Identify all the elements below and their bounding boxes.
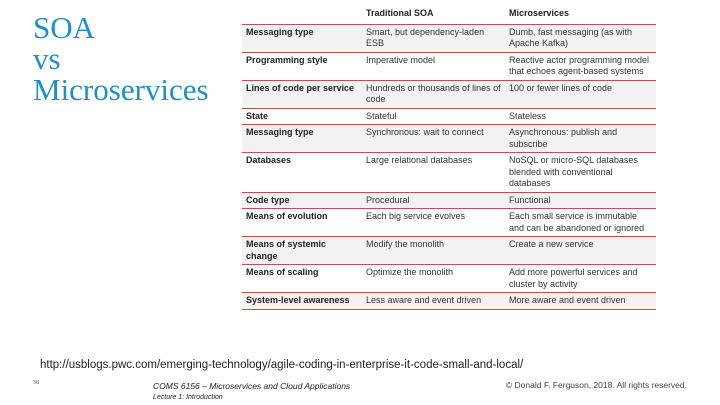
table-row: System-level awareness Less aware and eve…: [242, 292, 656, 310]
table-row: Databases Large relational databases NoSQL…: [242, 152, 656, 193]
table-row: Means of scaling Optimize the monolith Add…: [242, 264, 656, 293]
soa-cell: Optimize the monolith: [362, 264, 505, 293]
title-line-1: SOA: [33, 10, 96, 45]
soa-cell: Each big service evolves: [362, 208, 505, 237]
row-label: Means of scaling: [242, 264, 362, 293]
table-row: Code type Procedural Functional: [242, 192, 656, 209]
microservices-cell: NoSQL or micro-SQL databases blended wit…: [505, 152, 656, 193]
table-row: Programming style Imperative model Reactiv…: [242, 52, 656, 81]
microservices-cell: Functional: [505, 192, 656, 209]
header-traditional-soa: Traditional SOA: [362, 6, 505, 25]
table-row: Means of evolution Each big service evolv…: [242, 208, 656, 237]
row-label: Databases: [242, 152, 362, 193]
soa-cell: Imperative model: [362, 52, 505, 81]
soa-cell: Modify the monolith: [362, 236, 505, 265]
microservices-cell: Reactive actor programming model that ec…: [505, 52, 656, 81]
row-label: Means of systemic change: [242, 236, 362, 265]
soa-cell: Synchronous: wait to connect: [362, 124, 505, 153]
title-line-3: Microservices: [33, 72, 209, 107]
comparison-table: Traditional SOA Microservices Messaging …: [242, 6, 656, 310]
soa-cell: Stateful: [362, 108, 505, 125]
microservices-cell: Create a new service: [505, 236, 656, 265]
table-row: State Stateful Stateless: [242, 108, 656, 125]
soa-cell: Procedural: [362, 192, 505, 209]
table-row: Messaging type Smart, but dependency-lade…: [242, 24, 656, 53]
soa-cell: Smart, but dependency-laden ESB: [362, 24, 505, 53]
row-label: Code type: [242, 192, 362, 209]
row-label: Means of evolution: [242, 208, 362, 237]
source-url[interactable]: http://usblogs.pwc.com/emerging-technolo…: [40, 359, 524, 371]
course-name: – Microservices and Cloud Applications: [199, 381, 351, 391]
table-header-row: Traditional SOA Microservices: [242, 6, 656, 25]
row-label: State: [242, 108, 362, 125]
slide-title: SOA vs Microservices: [33, 12, 233, 105]
title-line-2: vs: [33, 41, 61, 76]
table-row: Lines of code per service Hundreds or tho…: [242, 80, 656, 109]
microservices-cell: Add more powerful services and cluster b…: [505, 264, 656, 293]
microservices-cell: Asynchronous: publish and subscribe: [505, 124, 656, 153]
header-microservices: Microservices: [505, 6, 656, 25]
row-label: Lines of code per service: [242, 80, 362, 109]
microservices-cell: Each small service is immutable and can …: [505, 208, 656, 237]
microservices-cell: Dumb, fast messaging (as with Apache Kaf…: [505, 24, 656, 53]
table-row: Means of systemic change Modify the monol…: [242, 236, 656, 265]
soa-cell: Hundreds or thousands of lines of code: [362, 80, 505, 109]
microservices-cell: 100 or fewer lines of code: [505, 80, 656, 109]
slide-number: 38: [33, 380, 39, 386]
row-label: System-level awareness: [242, 292, 362, 310]
microservices-cell: More aware and event driven: [505, 292, 656, 310]
row-label: Programming style: [242, 52, 362, 81]
copyright: © Donald F. Ferguson, 2018. All rights r…: [505, 380, 687, 390]
soa-cell: Large relational databases: [362, 152, 505, 193]
table-row: Messaging type Synchronous: wait to conne…: [242, 124, 656, 153]
microservices-cell: Stateless: [505, 108, 656, 125]
row-label: Messaging type: [242, 24, 362, 53]
soa-cell: Less aware and event driven: [362, 292, 505, 310]
header-empty: [242, 6, 362, 25]
lecture-title: Lecture 1: Introduction: [153, 394, 223, 401]
course-title: COMS 6156 – Microservices and Cloud Appl…: [153, 381, 350, 391]
course-code: COMS 6156: [153, 381, 200, 391]
row-label: Messaging type: [242, 124, 362, 153]
